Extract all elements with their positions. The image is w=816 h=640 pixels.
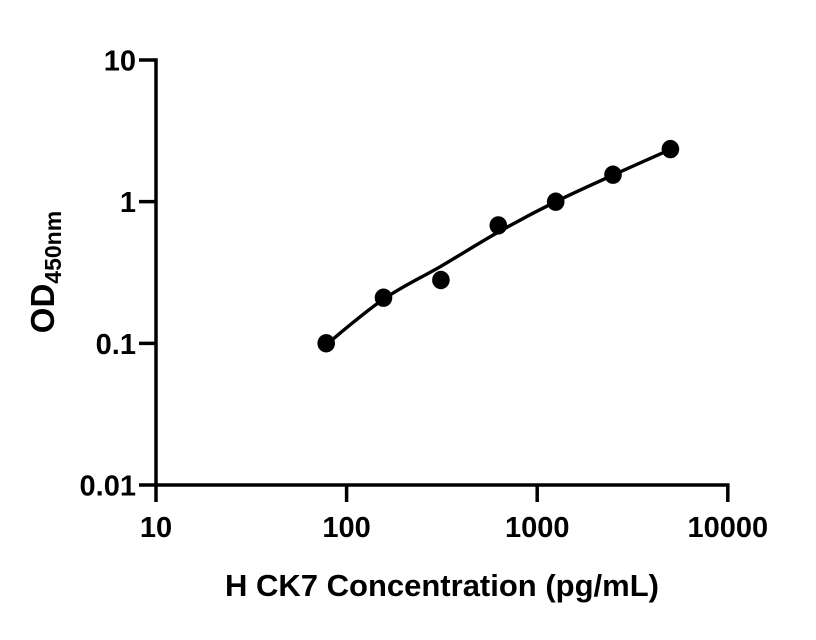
x-tick-label-10000: 10000 [687,512,768,544]
x-tick-label-100: 100 [322,512,370,544]
y-tick-label-0.1: 0.1 [96,329,136,361]
data-point-3 [432,270,450,290]
data-point-4 [489,216,508,235]
y-axis-title-main: OD [24,284,61,334]
data-point-1 [317,334,336,353]
y-axis-title: OD450nm [24,211,66,333]
x-tick-label-10: 10 [140,512,172,544]
x-tick-label-1000: 1000 [505,512,570,544]
data-point-7 [661,139,680,159]
y-axis-title-subscript: 450nm [40,211,66,284]
data-point-6 [604,165,622,184]
data-point-5 [546,192,565,211]
y-tick-label-0.01: 0.01 [80,471,136,503]
x-axis-title: H CK7 Concentration (pg/mL) [225,568,659,603]
data-point-2 [374,288,393,307]
y-tick-label-10: 10 [104,45,136,77]
y-tick-label-1: 1 [120,187,136,219]
